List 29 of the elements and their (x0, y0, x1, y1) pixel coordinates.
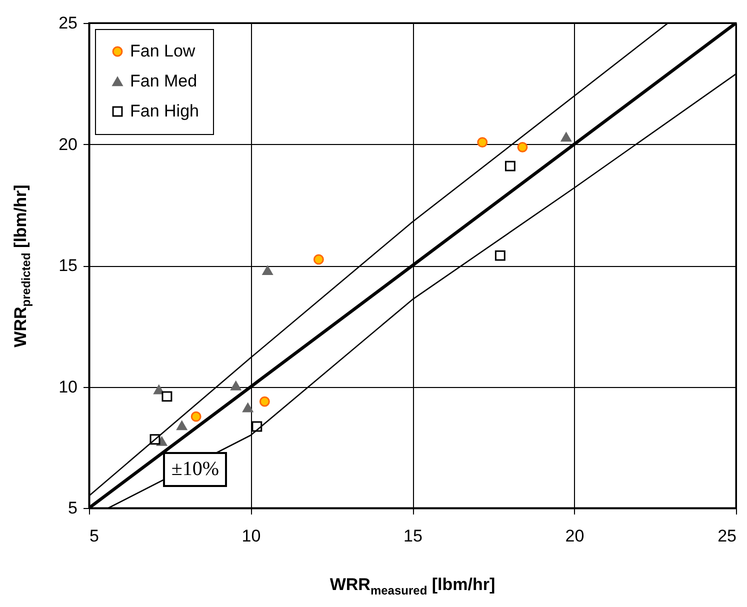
x-tick-label: 20 (565, 526, 584, 546)
y-tick-label: 15 (58, 256, 78, 275)
x-axis-title: WRR$_{measured}$ [lbm/hr] (328, 575, 496, 598)
y-tick-label: 25 (58, 14, 78, 32)
legend-label: Fan Med (130, 72, 198, 90)
x-tick-label: 25 (718, 526, 736, 546)
y-tick-label: 20 (58, 134, 78, 154)
x-tick-label: 15 (404, 526, 422, 546)
point (560, 132, 572, 142)
legend-label: Fan High (130, 102, 199, 120)
point (176, 420, 188, 430)
annotation: ±10% (163, 452, 228, 488)
y-tick-label: 10 (58, 377, 78, 396)
y-tick-label: 5 (68, 498, 78, 518)
point (262, 266, 273, 275)
point (230, 381, 242, 390)
x-tick-label: 10 (242, 526, 261, 546)
point (162, 391, 172, 402)
legend-label: Fan Low (130, 42, 196, 60)
point (154, 385, 164, 394)
x-tick-label: 5 (90, 526, 99, 546)
point (494, 250, 506, 261)
point (504, 160, 516, 172)
point (313, 254, 324, 265)
point (517, 142, 528, 152)
point (477, 137, 488, 148)
point (242, 402, 254, 412)
point (190, 411, 202, 422)
point (259, 396, 270, 407)
